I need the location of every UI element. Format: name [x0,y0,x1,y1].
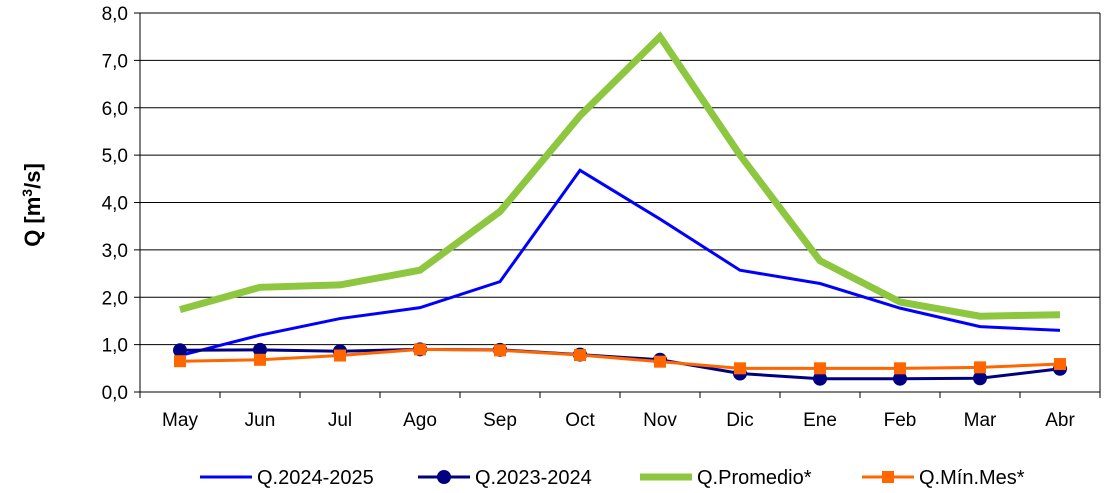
legend-label: Q.2023-2024 [475,467,592,489]
y-tick-label: 6,0 [102,99,128,120]
x-tick-label: Ago [403,410,437,431]
series-Q.Mín.Mes* [174,343,1066,375]
data-point [654,355,666,368]
series-line [179,347,1061,381]
legend-marker [437,470,451,484]
series-line [179,31,1061,320]
x-tick-label: Oct [565,410,595,431]
x-axis-ticks: May Jun Jul Ago Sep Oct Nov Dic Ene Feb Mar Abr [139,392,1101,431]
data-point [414,343,426,356]
y-tick-label: 2,0 [102,288,128,309]
x-tick-label: Sep [483,410,517,431]
legend-marker [882,471,894,483]
y-tick-label: 0,0 [102,383,128,404]
series-Q.Promedio* [179,31,1061,320]
data-point [174,355,186,368]
y-axis-label-tail: /s] [20,163,45,189]
legend: Q.2024-2025 Q.2023-2024 Q.Promedio* Q.Mín.M… [200,467,1025,489]
data-point [894,362,906,375]
data-point [814,362,826,375]
x-tick-label: Jul [328,410,352,431]
data-point [254,353,266,366]
x-tick-label: Mar [964,410,997,431]
grid [139,12,1101,393]
series-line [179,347,1061,370]
data-point [494,344,506,357]
data-point [973,371,987,386]
y-tick-label: 8,0 [102,4,128,25]
legend-item: Q.Promedio* [640,467,812,489]
y-axis-label: Q [m3/s] [19,163,45,247]
series-group [173,31,1067,386]
data-point [574,349,586,362]
y-axis-label-sup: 3 [19,189,35,197]
y-tick-label: 4,0 [102,194,128,215]
legend-label: Q.Promedio* [697,467,812,489]
data-point [173,343,187,358]
y-tick-label: 5,0 [102,146,128,167]
x-tick-label: Abr [1045,410,1075,431]
y-axis-label-base: Q [m [20,197,45,247]
data-point [334,349,346,362]
y-tick-label: 7,0 [102,51,128,72]
x-tick-label: Jun [245,410,276,431]
data-point [974,361,986,374]
data-point [734,362,746,375]
x-tick-label: Nov [643,410,677,431]
x-tick-label: May [162,410,198,431]
y-tick-label: 3,0 [102,241,128,262]
y-axis-ticks: 0,0 1,0 2,0 3,0 4,0 5,0 6,0 7,0 8,0 [102,4,140,404]
legend-item: Q.2024-2025 [200,467,374,489]
x-tick-label: Feb [884,410,917,431]
legend-label: Q.Mín.Mes* [919,467,1025,489]
legend-item: Q.Mín.Mes* [862,467,1025,489]
series-Q.2023-2024 [173,342,1067,386]
x-tick-label: Ene [803,410,837,431]
series-line [179,168,1061,357]
legend-label: Q.2024-2025 [257,467,374,489]
data-point [1054,358,1066,371]
x-tick-label: Dic [726,410,753,431]
y-tick-label: 1,0 [102,336,128,357]
legend-item: Q.2023-2024 [418,467,592,489]
series-Q.2024-2025 [179,168,1061,357]
